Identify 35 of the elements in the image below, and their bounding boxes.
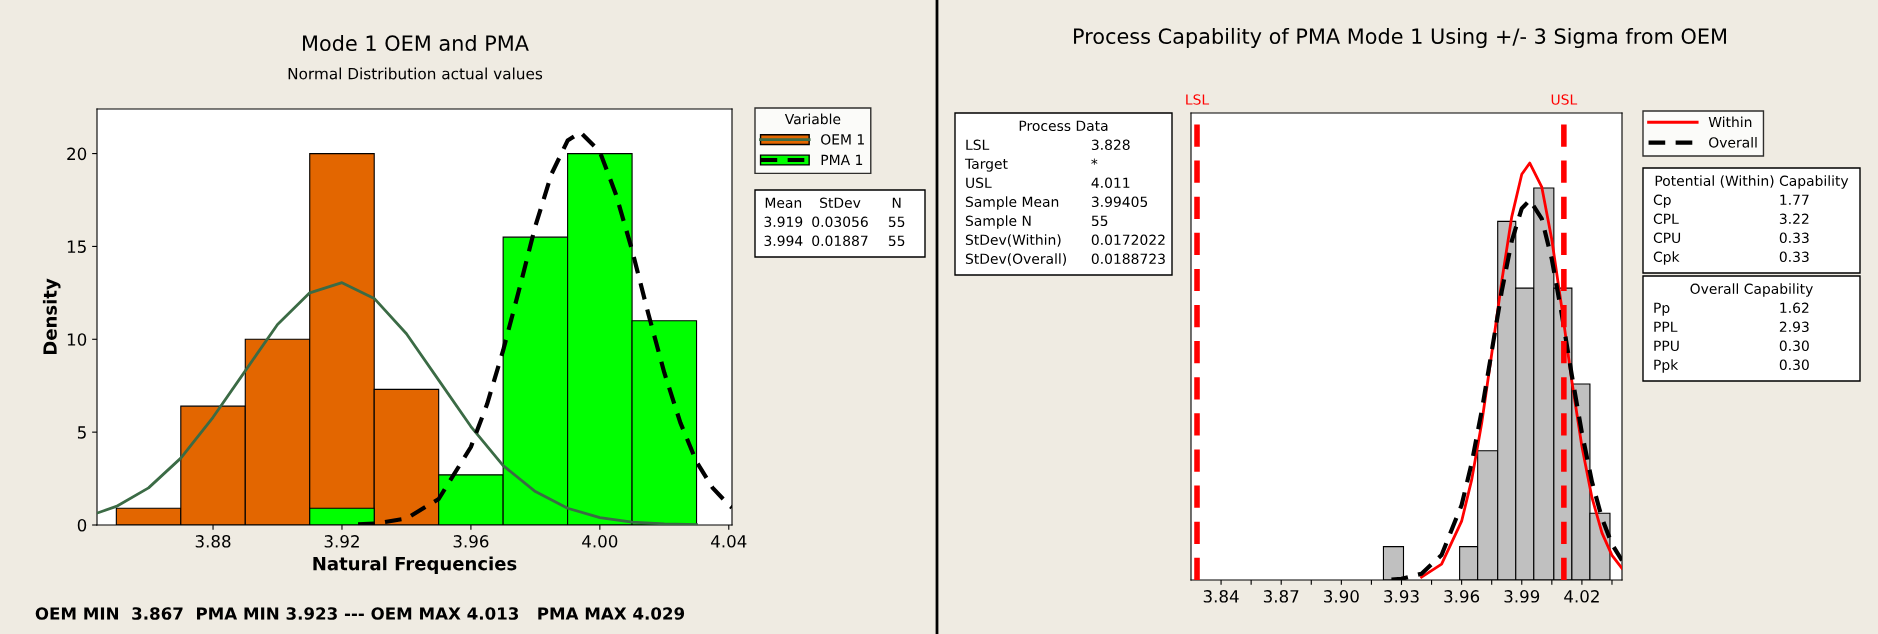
- text: Process Data LSL 3.828 Target * USL 4.011 Sample Mean 3.99405 Sample N 55 StDev(Within) 0.0172022 StDev(Overall) 0.0188723: [964, 120, 1165, 266]
- legend-label: Within: [1708, 116, 1752, 128]
- x-tick-label: 3.92: [324, 535, 359, 548]
- x-tick-label: 3.90: [1324, 590, 1359, 603]
- x-tick-label: 3.99: [1504, 590, 1540, 603]
- y-tick-label: 10: [67, 333, 87, 346]
- y-tick-label: 0: [77, 518, 87, 532]
- ref-line-label: LSL: [1186, 94, 1210, 105]
- x-tick-label: 3.93: [1384, 590, 1419, 603]
- x-tick-label: 3.88: [195, 535, 231, 548]
- x-tick-label: 3.96: [1444, 590, 1480, 603]
- ref-line-label: USL: [1551, 94, 1578, 105]
- legend-label: Overall: [1709, 136, 1757, 148]
- x-tick-label: 3.84: [1203, 590, 1239, 603]
- chart-title: Process Capability of PMA Mode 1 Using +/- 3 Sigma from OEM: [1074, 27, 1726, 49]
- y-axis-title: Density: [42, 278, 61, 355]
- x-tick-label: 4.00: [582, 535, 618, 548]
- text: Overall Capability Pp 1.62 PPL 2.93 PPU 0.30 Ppk 0.30: [1654, 283, 1813, 373]
- chart-title: Mode 1 OEM and PMA: [303, 34, 529, 52]
- y-tick-label: 15: [67, 240, 86, 253]
- x-tick-label: 3.87: [1263, 590, 1299, 603]
- legend-label: OEM 1: [821, 134, 864, 145]
- x-tick-label: 4.02: [1564, 590, 1599, 603]
- legend-label: PMA 1: [821, 154, 863, 165]
- chart-subtitle: Normal Distribution actual values: [288, 67, 543, 80]
- legend-title: Variable: [784, 113, 841, 125]
- x-axis-title: Natural Frequencies: [313, 556, 517, 574]
- text: Potential (Within) Capability Cp 1.77 CPL 3.22 CPU 0.33 Cpk 0.33: [1653, 175, 1849, 265]
- text: Mean StDev N 3.919 0.03056 55 3.994 0.01887 55: [764, 197, 905, 247]
- text: OEM MIN 3.867 PMA MIN 3.923 --- OEM MAX 4.013 PMA MAX 4.029: [35, 607, 685, 620]
- line-series: [97, 281, 698, 525]
- y-tick-label: 20: [67, 147, 87, 161]
- x-tick-label: 4.04: [711, 535, 747, 548]
- y-tick-label: 5: [77, 426, 86, 439]
- x-tick-label: 3.96: [453, 535, 489, 548]
